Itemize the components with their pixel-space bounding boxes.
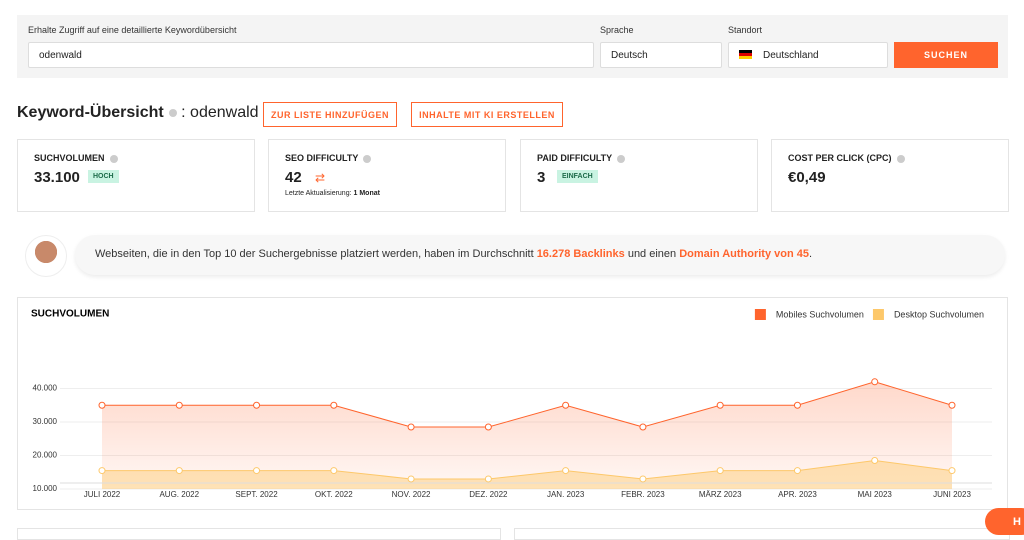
point <box>562 401 570 409</box>
chat-button[interactable]: H <box>985 508 1024 535</box>
point <box>175 401 183 409</box>
y-tick-label: 20.000 <box>33 451 58 460</box>
search-input[interactable]: odenwald <box>28 42 594 68</box>
card: PAID DIFFICULTY 3 EINFACH <box>520 139 758 212</box>
note-strong: 1 Monat <box>353 190 380 197</box>
point <box>330 401 338 409</box>
x-tick-label: JUNI 2023 <box>933 490 971 499</box>
point <box>948 401 956 409</box>
card-label: COST PER CLICK (CPC) <box>788 153 905 163</box>
point <box>407 423 415 431</box>
info-part: Webseiten, die in den Top 10 der Sucherg… <box>95 248 537 260</box>
card-value: 42 <box>285 169 302 186</box>
point <box>330 467 338 475</box>
card-value: €0,49 <box>788 169 826 186</box>
point <box>716 467 724 475</box>
point <box>484 475 492 483</box>
card-label: SUCHVOLUMEN <box>34 153 118 163</box>
language-select[interactable]: Deutsch <box>600 42 722 68</box>
point <box>793 467 801 475</box>
chart-title: SUCHVOLUMEN <box>31 309 109 320</box>
info-highlight: 16.278 Backlinks <box>536 248 625 260</box>
card-badge: HOCH <box>88 170 119 183</box>
point <box>484 423 492 431</box>
y-tick-label: 30.000 <box>33 417 58 426</box>
legend-label: Mobiles Suchvolumen <box>776 309 864 319</box>
x-tick-label: APR. 2023 <box>778 490 817 499</box>
info-part: . <box>808 248 813 260</box>
refresh-icon[interactable]: ⇄ <box>315 171 326 185</box>
card: SUCHVOLUMEN 33.100 HOCH <box>17 139 255 212</box>
note-text: Letzte Aktualisierung: <box>285 190 352 197</box>
language-label: Sprache <box>600 25 634 35</box>
location-select[interactable]: Deutschland <box>728 42 888 68</box>
point <box>639 423 647 431</box>
point <box>253 467 261 475</box>
chart: SUCHVOLUMEN 10.000 20.000 30.000 40.000 JULI… <box>31 309 992 499</box>
location-label: Standort <box>728 25 763 35</box>
x-tick-label: MÄRZ 2023 <box>699 490 742 499</box>
panel-below <box>17 528 501 540</box>
info-part: und einen <box>624 248 680 260</box>
card-label: PAID DIFFICULTY <box>537 153 626 163</box>
legend-swatch <box>754 309 766 320</box>
card-label-text: SEO DIFFICULTY <box>285 153 359 163</box>
search-button[interactable]: SUCHEN <box>894 42 998 68</box>
card-label-text: PAID DIFFICULTY <box>537 153 613 163</box>
point <box>562 467 570 475</box>
card-value: 3 <box>537 169 546 186</box>
x-tick-label: OKT. 2022 <box>315 490 353 499</box>
legend-swatch <box>872 309 884 320</box>
card: COST PER CLICK (CPC) €0,49 <box>771 139 1009 212</box>
point <box>253 401 261 409</box>
point <box>948 467 956 475</box>
x-tick-label: FEBR. 2023 <box>621 490 665 499</box>
point <box>98 401 106 409</box>
point <box>98 467 106 475</box>
card-label-text: COST PER CLICK (CPC) <box>788 153 892 163</box>
card-value: 33.100 <box>34 169 80 186</box>
area <box>102 381 952 489</box>
x-tick-label: NOV. 2022 <box>392 490 431 499</box>
add-to-list-button[interactable]: ZUR LISTE HINZUFÜGEN <box>263 102 397 127</box>
info-highlight: Domain Authority von 45 <box>679 248 809 260</box>
point <box>871 378 879 386</box>
card-badge: EINFACH <box>557 170 598 183</box>
flag-icon <box>739 50 752 59</box>
ai-content-button[interactable]: INHALTE MIT KI ERSTELLEN <box>411 102 563 127</box>
avatar <box>25 235 67 277</box>
x-tick-label: JULI 2022 <box>84 490 121 499</box>
point <box>871 457 879 465</box>
y-tick-label: 40.000 <box>33 384 58 393</box>
info-text: Webseiten, die in den Top 10 der Sucherg… <box>95 248 812 260</box>
card-note: Letzte Aktualisierung: 1 Monat <box>285 190 380 197</box>
point <box>407 475 415 483</box>
y-tick-label: 10.000 <box>33 484 58 493</box>
info-bar <box>75 235 1005 275</box>
card: SEO DIFFICULTY 42 ⇄ Letzte Aktualisierun… <box>268 139 506 212</box>
x-tick-label: AUG. 2022 <box>159 490 199 499</box>
point <box>175 467 183 475</box>
card-label: SEO DIFFICULTY <box>285 153 372 163</box>
line <box>102 381 953 428</box>
point <box>639 475 647 483</box>
chart-panel <box>17 297 1008 510</box>
x-tick-label: DEZ. 2022 <box>469 490 508 499</box>
line <box>102 460 953 480</box>
legend-label: Desktop Suchvolumen <box>894 309 984 319</box>
title-text: Keyword-Übersicht <box>17 104 164 121</box>
x-tick-label: MAI 2023 <box>858 490 893 499</box>
card-label-text: SUCHVOLUMEN <box>34 153 105 163</box>
keyword: : odenwald <box>181 104 259 121</box>
point <box>793 401 801 409</box>
search-label: Erhalte Zugriff auf eine detaillierte Ke… <box>28 25 237 35</box>
x-tick-label: SEPT. 2022 <box>235 490 278 499</box>
panel-below <box>514 528 1010 540</box>
x-tick-label: JAN. 2023 <box>547 490 585 499</box>
point <box>716 401 724 409</box>
overview-title: Keyword-Übersicht : odenwald <box>17 104 259 122</box>
